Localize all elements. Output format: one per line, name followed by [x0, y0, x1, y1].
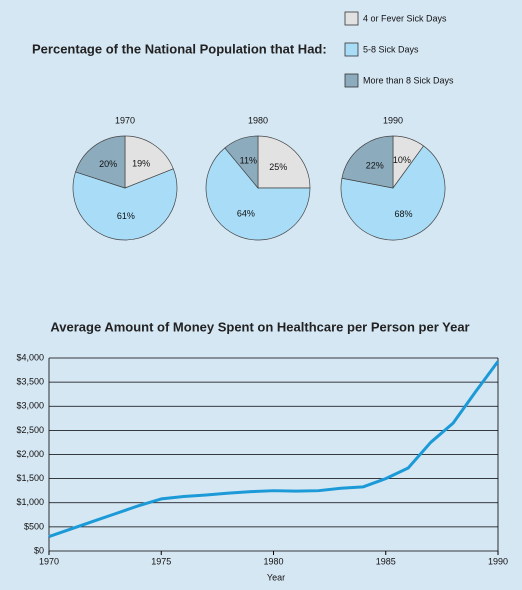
x-tick-label: 1970	[39, 556, 59, 566]
y-tick-label: $3,500	[16, 377, 44, 387]
data-label: 68%	[395, 209, 413, 219]
data-label: 22%	[366, 160, 384, 170]
data-label: 10%	[393, 155, 411, 165]
pie-label: 1970	[115, 115, 135, 125]
y-tick-label: $2,500	[16, 425, 44, 435]
pie-slice	[340, 145, 446, 241]
legend-swatch	[344, 42, 359, 57]
pie-slice	[205, 147, 311, 241]
x-tick-label: 1980	[263, 556, 283, 566]
legend-label: 4 or Fever Sick Days	[363, 13, 447, 23]
x-tick-label: 1990	[488, 556, 508, 566]
x-axis-label: Year	[267, 572, 285, 582]
y-tick-label: $1,000	[16, 497, 44, 507]
pie-slice	[75, 135, 126, 189]
legend-label: More than 8 Sick Days	[363, 75, 454, 85]
y-tick-label: $3,000	[16, 401, 44, 411]
legend-label: 5-8 Sick Days	[363, 44, 419, 54]
y-tick-label: $500	[24, 521, 44, 531]
data-label: 19%	[132, 159, 150, 169]
y-tick-label: $2,000	[16, 449, 44, 459]
pie-slice	[224, 135, 259, 189]
data-label: 11%	[240, 155, 257, 165]
pie-label: 1980	[248, 115, 268, 125]
y-tick-label: $4,000	[16, 352, 44, 362]
x-tick-label: 1985	[376, 556, 396, 566]
legend-swatch	[344, 11, 359, 26]
pie-slice	[257, 135, 311, 189]
pie-slice	[124, 135, 174, 189]
pie-title: Percentage of the National Population th…	[32, 41, 327, 56]
data-label: 20%	[99, 159, 117, 169]
pie-slice	[72, 168, 178, 241]
line	[48, 360, 500, 538]
pie-slice	[341, 135, 394, 189]
y-tick-label: $0	[34, 545, 44, 555]
data-label: 64%	[237, 208, 255, 218]
line-title: Average Amount of Money Spent on Healthc…	[50, 319, 469, 334]
data-label: 25%	[269, 162, 287, 172]
pie-label: 1990	[383, 115, 403, 125]
x-tick-label: 1975	[151, 556, 171, 566]
legend-swatch	[344, 73, 359, 88]
data-label: 61%	[117, 211, 135, 221]
y-tick-label: $1,500	[16, 473, 44, 483]
